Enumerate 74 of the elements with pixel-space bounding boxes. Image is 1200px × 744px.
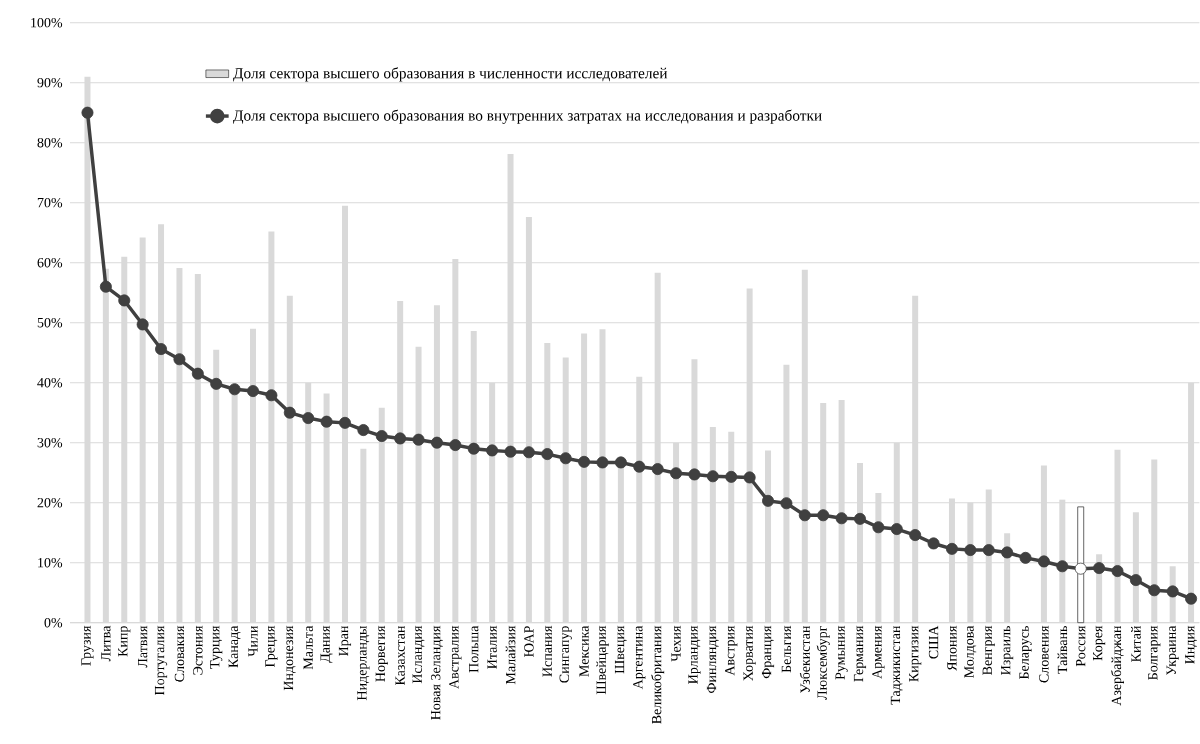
x-tick-label: Япония [947, 625, 957, 671]
x-tick-label: Великобритания [651, 625, 665, 724]
x-tick-label: Латвия [138, 625, 148, 668]
x-tick-label: Израиль [1001, 626, 1014, 675]
x-tick-label: ЮАР [524, 626, 534, 657]
legend-label: Доля сектора высшего образования во внутренних затратах на исследования и разработки [233, 109, 822, 124]
x-tick-label: Киргизия [909, 625, 922, 682]
x-tick-label: Канада [228, 625, 241, 668]
x-tick-label: Люксембург [816, 625, 830, 700]
x-tick-label: Словения [1039, 625, 1049, 683]
x-tick-label: Франция [761, 625, 775, 679]
x-tick-label: Финляндия [706, 625, 719, 694]
x-tick-label: Беларусь [1019, 626, 1032, 680]
x-tick-label: Россия [1076, 625, 1086, 667]
legend-label: Доля сектора высшего образования в численности исследователей [233, 67, 668, 82]
y-tick-label: 50% [37, 317, 63, 328]
x-tick-label: США [928, 625, 939, 659]
y-tick-label: 0% [44, 617, 63, 628]
x-tick-label: Грузия [81, 625, 94, 666]
y-tick-label: 20% [37, 497, 63, 508]
x-tick-label: Индонезия [283, 625, 296, 691]
x-tick-label: Азербайджан [1111, 625, 1124, 706]
x-tick-label: Китай [1131, 625, 1141, 663]
x-tick-label: Швеция [614, 625, 627, 674]
x-tick-label: Германия [853, 625, 867, 682]
x-tick-label: Словакия [174, 625, 185, 682]
y-tick-label: 70% [37, 197, 63, 208]
x-tick-label: Греция [265, 625, 278, 668]
x-tick-label: Казахстан [395, 625, 405, 686]
x-tick-label: Норвегия [375, 625, 388, 682]
x-tick-label: Турция [210, 625, 223, 669]
x-tick-label: Исландия [412, 625, 425, 684]
x-tick-label: Таджикистан [890, 625, 903, 705]
y-tick-label: 40% [37, 377, 63, 388]
y-tick-label: 10% [38, 557, 63, 568]
x-tick-label: Австралия [449, 625, 462, 689]
x-tick-label: Мексика [579, 625, 589, 677]
x-tick-label: Литва [101, 625, 111, 662]
y-tick-label: 80% [37, 137, 63, 148]
x-tick-label: Швейцария [596, 625, 609, 695]
x-tick-label: Украина [1166, 625, 1179, 676]
x-tick-label: Кипр [118, 626, 131, 657]
x-tick-label: Мальта [303, 625, 313, 670]
x-tick-label: Индия [1185, 625, 1197, 664]
y-tick-label: 90% [37, 77, 63, 88]
x-tick-label: Португалия [154, 625, 168, 696]
x-tick-label: Новая Зеландия [430, 625, 443, 720]
x-tick-label: Малайзия [505, 625, 516, 685]
x-tick-label: Корея [1093, 625, 1106, 661]
x-tick-label: Польша [469, 625, 479, 673]
x-tick-label: Чехия [671, 625, 681, 662]
x-tick-label: Румыния [835, 625, 848, 680]
x-tick-label: Хорватия [743, 625, 756, 681]
x-tick-label: Венгрия [982, 625, 995, 675]
y-tick-label: 100% [31, 17, 63, 28]
x-tick-label: Иран [338, 625, 352, 657]
x-tick-label: Эстония [193, 625, 203, 675]
x-tick-label: Аргентина [633, 625, 646, 690]
x-tick-label: Армения [872, 625, 885, 679]
x-tick-label: Болгария [1148, 625, 1161, 680]
y-tick-label: 60% [37, 257, 63, 268]
x-tick-label: Сингапур [559, 626, 572, 683]
x-tick-label: Чили [248, 625, 258, 657]
y-tick-label: 30% [37, 437, 63, 448]
x-tick-label: Узбекистан [799, 625, 810, 694]
x-tick-label: Австрия [725, 625, 738, 676]
x-tick-label: Дания [320, 625, 333, 663]
x-tick-label: Ирландия [688, 625, 701, 684]
x-tick-label: Молдова [964, 625, 977, 678]
x-tick-label: Тайвань [1057, 626, 1068, 674]
x-tick-label: Италия [487, 625, 497, 669]
x-tick-label: Испания [542, 625, 552, 677]
x-tick-label: Нидерланды [357, 625, 370, 701]
x-tick-label: Бельгия [781, 625, 792, 673]
